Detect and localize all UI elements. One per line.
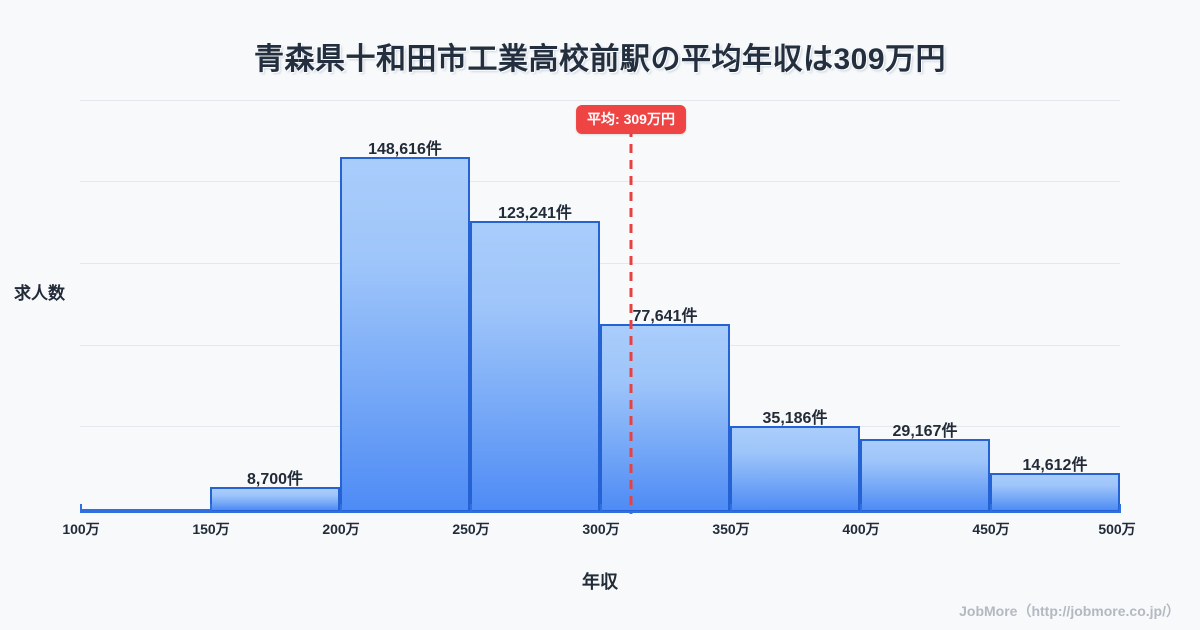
x-axis-title: 年収: [582, 572, 618, 592]
x-axis-tick: [80, 504, 82, 513]
bar-value-label: 8,700件: [246, 471, 304, 488]
x-axis-tick: [470, 504, 472, 513]
bar-value-label: 77,641件: [632, 308, 698, 325]
gridline: [80, 263, 1120, 264]
x-axis-tick: [990, 504, 992, 513]
x-axis-tick: [730, 504, 732, 513]
bar-value-label: 35,186件: [762, 410, 828, 427]
average-line: [629, 128, 633, 514]
x-axis-tick: [340, 504, 342, 513]
x-tick-label-150: 150万: [192, 521, 230, 537]
x-tick-label-400: 400万: [842, 521, 880, 537]
bar-bin-4[interactable]: [470, 221, 600, 512]
bar-value-label: 14,612件: [1022, 457, 1088, 474]
x-tick-label-350: 350万: [712, 521, 750, 537]
x-axis-tick: [600, 504, 602, 513]
average-badge: 平均: 309万円: [576, 105, 686, 134]
bar-value-label: 123,241件: [498, 205, 572, 222]
x-tick-label-500: 500万: [1098, 521, 1136, 537]
bar-bin-8[interactable]: [990, 473, 1120, 512]
gridline: [80, 181, 1120, 182]
bar-value-label: 29,167件: [892, 423, 958, 440]
bar-bin-3[interactable]: [340, 157, 470, 512]
x-tick-label-100: 100万: [62, 521, 100, 537]
x-axis-tick: [210, 504, 212, 513]
y-axis-title: 求人数: [14, 284, 65, 303]
gridline: [80, 100, 1120, 101]
plot-area: 8,700件 148,616件 123,241件 77,641件 35,186件…: [80, 100, 1120, 512]
x-axis-tick: [860, 504, 862, 513]
x-axis-tick: [1119, 504, 1121, 513]
x-tick-label-250: 250万: [452, 521, 490, 537]
bar-bin-2[interactable]: [210, 487, 340, 512]
bar-bin-6[interactable]: [730, 426, 860, 512]
x-tick-label-200: 200万: [322, 521, 360, 537]
x-tick-label-300: 300万: [582, 521, 620, 537]
bar-bin-5[interactable]: [600, 324, 730, 512]
x-tick-label-450: 450万: [972, 521, 1010, 537]
bar-bin-7[interactable]: [860, 439, 990, 512]
footer-credit: JobMore（http://jobmore.co.jp/）: [959, 603, 1180, 619]
bar-value-label: 148,616件: [368, 141, 442, 158]
bar-bin-1[interactable]: [80, 509, 210, 512]
chart-title: 青森県十和田市工業高校前駅の平均年収は309万円: [253, 43, 947, 76]
